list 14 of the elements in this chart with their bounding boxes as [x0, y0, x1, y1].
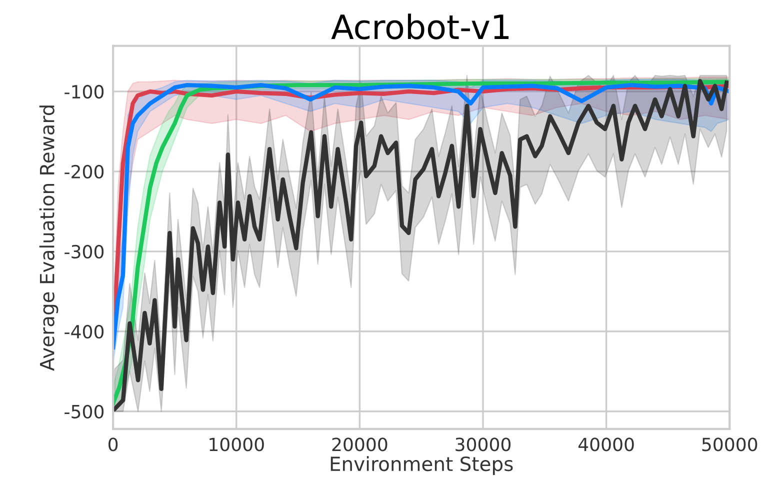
chart-title: Acrobot-v1	[331, 14, 509, 40]
x-axis-title: Environment Steps	[330, 456, 513, 475]
y-tick-label: -300	[64, 244, 104, 259]
x-tick-label: 20000	[332, 438, 388, 452]
x-tick-label: 0	[108, 438, 118, 452]
y-tick-label: -100	[64, 84, 104, 99]
y-tick-label: -500	[64, 404, 104, 418]
x-tick-label: 10000	[210, 438, 264, 452]
x-tick-label: 30000	[456, 438, 511, 452]
x-tick-label: 50000	[702, 438, 758, 452]
y-tick-label: -400	[64, 324, 104, 338]
y-tick-label: -200	[64, 164, 104, 179]
y-axis-title: Average Evaluation Reward	[39, 106, 58, 371]
x-tick-label: 40000	[578, 438, 634, 452]
